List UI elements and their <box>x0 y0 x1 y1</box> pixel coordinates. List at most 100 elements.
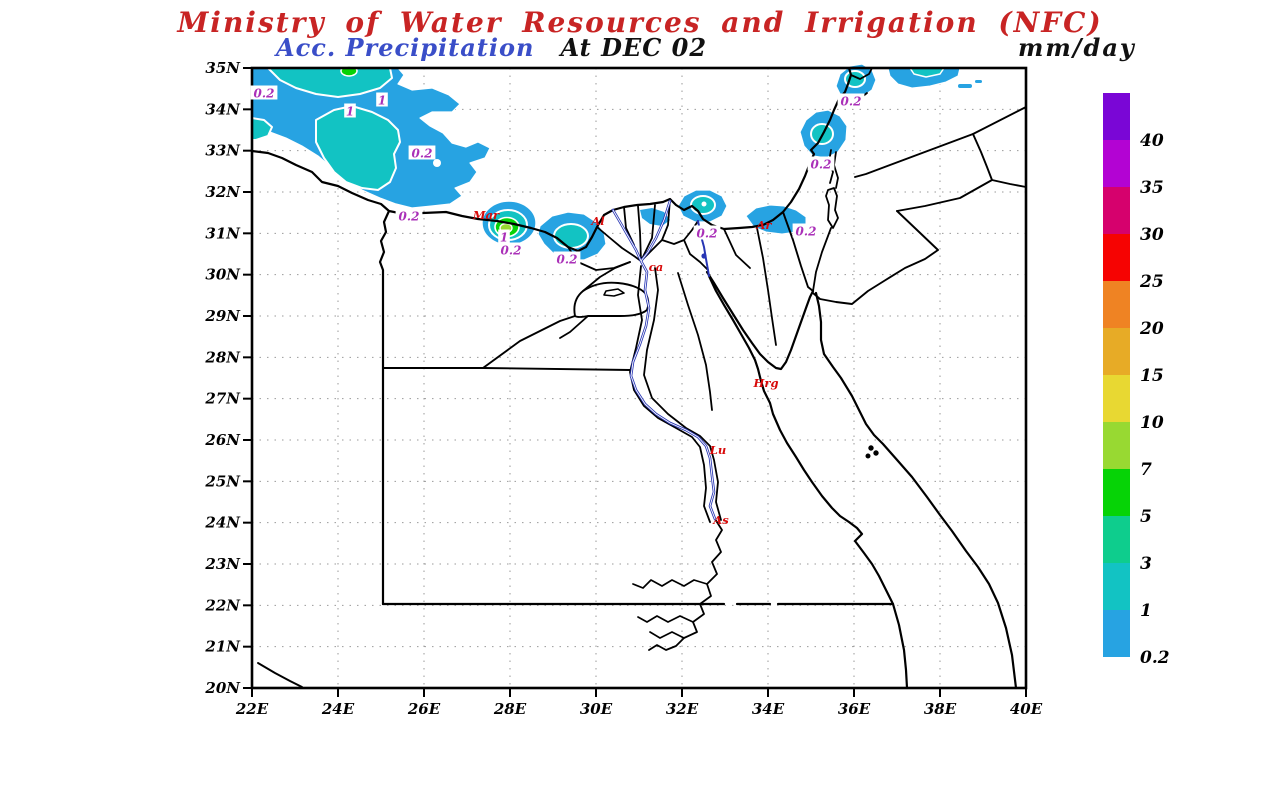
red-sea-governorate-line <box>677 272 713 411</box>
lon-tick-label: 24E <box>321 700 355 718</box>
colorbar-swatch <box>1103 516 1130 563</box>
lon-tick-label: 28E <box>493 700 527 718</box>
colorbar-level-label: 15 <box>1140 366 1164 386</box>
egypt-libya-border <box>378 209 391 606</box>
lat-tick-label: 33N <box>205 142 241 160</box>
precip-hole <box>433 159 441 167</box>
lat-tick-label: 24N <box>204 514 241 532</box>
sw-corner-border <box>257 662 303 688</box>
contour-label-box <box>344 103 356 118</box>
lon-tick-label: 26E <box>407 700 441 718</box>
station-labels: Mar Al Ar ca Hrg Lu As <box>472 208 779 527</box>
contour-label-box <box>807 156 835 171</box>
colorbar-swatch <box>1103 469 1130 516</box>
precip-cell-delta-north-core <box>701 201 707 207</box>
contour-label: 1 <box>378 94 386 108</box>
lat-tick-label: 35N <box>205 59 241 77</box>
saudi-red-sea-coast <box>814 291 1018 690</box>
governorate-diagonal <box>482 315 576 369</box>
colorbar-swatch <box>1103 422 1130 469</box>
red-sea-island-1 <box>868 445 874 451</box>
lon-tick-label: 32E <box>666 700 699 718</box>
contour-label-box <box>497 242 525 257</box>
toshka-lakes-squiggles <box>632 579 708 639</box>
contour-label: 0.2 <box>557 253 578 267</box>
jordan-iraq-saudi-borders <box>896 133 1027 212</box>
lat-tick-label: 22N <box>204 596 241 614</box>
lat-tick-label: 23N <box>204 555 241 573</box>
precipitation-shaded-areas <box>251 63 982 261</box>
coastline-borders <box>250 66 1027 690</box>
product-label: Acc. Precipitation <box>276 33 535 62</box>
contour-label: 0.2 <box>796 225 817 239</box>
lat-tick-label: 27N <box>204 390 241 408</box>
figure-subtitle: Acc. Precipitation At DEC 02 <box>276 33 707 62</box>
red-sea-island-2 <box>873 450 879 456</box>
contour-label-box <box>498 229 510 244</box>
lon-tick-label: 22E <box>235 700 269 718</box>
station-label: Ar <box>756 218 773 232</box>
colorbar-level-label: 40 <box>1140 131 1164 151</box>
contour-label: 1 <box>346 105 354 119</box>
colorbar-swatch <box>1103 187 1130 234</box>
station-label: Hrg <box>753 376 779 390</box>
lon-tick-label: 34E <box>752 700 785 718</box>
contour-label: 1 <box>500 231 508 245</box>
precip-area-nw-teal-lower <box>315 105 401 191</box>
nile-river-centerline <box>612 200 716 520</box>
egypt-israel-border <box>782 211 814 292</box>
colorbar-swatch <box>1103 93 1130 140</box>
contour-label: 0.2 <box>501 244 522 258</box>
axis-ticks <box>243 67 1027 697</box>
contour-label-box <box>553 251 581 266</box>
contour-label-box <box>395 208 423 223</box>
colorbar-level-label: 20 <box>1139 319 1164 339</box>
contour-label: 0.2 <box>412 147 433 161</box>
axis-labels: 35N 34N 33N 32N 31N 30N 29N 28N 27N 26N 25N 24N 23N 2… <box>204 59 1042 718</box>
colorbar-level-label: 0.2 <box>1140 648 1170 668</box>
colorbar-swatch <box>1103 234 1130 281</box>
page-title: Ministry of Water Resources and Irrigati… <box>177 6 1103 39</box>
lon-tick-label: 36E <box>838 700 871 718</box>
lat-tick-label: 25N <box>204 472 241 490</box>
contour-label-box <box>837 93 865 108</box>
nile-river <box>611 199 717 521</box>
precip-dash-1 <box>958 84 972 88</box>
contour-label-box <box>408 145 436 160</box>
red-sea-island-3 <box>865 453 871 459</box>
colorbar-level-label: 35 <box>1140 178 1164 198</box>
lat-tick-label: 21N <box>204 638 241 656</box>
colorbar-swatch <box>1103 375 1130 422</box>
colorbar-swatch <box>1103 140 1130 187</box>
contour-label-box <box>376 92 388 107</box>
lat-tick-label: 31N <box>205 224 241 242</box>
giza-fayum-line <box>559 261 631 339</box>
sinai-peninsula-coast <box>705 270 815 371</box>
lake-qarun-outline <box>603 288 625 297</box>
sinai-internal-border <box>723 227 777 346</box>
units-label: mm/day <box>1018 33 1136 62</box>
colorbar-level-label: 5 <box>1140 507 1152 527</box>
fayum-depression-outline <box>573 281 650 318</box>
bitter-lake <box>701 253 707 259</box>
lake-nasser-outline <box>648 518 723 651</box>
station-label: As <box>712 513 729 527</box>
contour-label-box <box>250 85 278 100</box>
lat-tick-label: 34N <box>205 100 241 118</box>
precip-cell-alamein-teal <box>553 223 589 249</box>
lat-tick-label: 28N <box>204 348 241 366</box>
nile-valley-west-flank <box>629 265 711 523</box>
map-frame <box>250 66 1028 690</box>
precip-cell-topright-blue <box>887 67 961 89</box>
station-label: Lu <box>709 443 726 457</box>
syria-jordan-border <box>854 106 1027 178</box>
colorbar-level-label: 30 <box>1140 225 1164 245</box>
contour-label: 0.2 <box>399 210 420 224</box>
colorbar-level-label: 3 <box>1140 554 1152 574</box>
suez-gulf-african-coast <box>707 274 909 690</box>
contour-label: 0.2 <box>254 87 275 101</box>
nile-river-layer <box>611 199 717 521</box>
station-label: Mar <box>472 208 500 222</box>
